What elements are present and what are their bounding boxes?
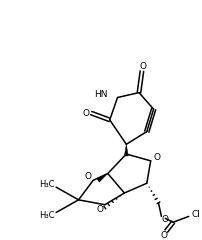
Text: O: O	[160, 231, 167, 240]
Text: O: O	[96, 205, 103, 214]
Text: O: O	[82, 108, 89, 118]
Polygon shape	[96, 174, 107, 182]
Text: H₃C: H₃C	[39, 180, 54, 189]
Text: H₃C: H₃C	[39, 211, 54, 220]
Text: O: O	[152, 153, 159, 162]
Text: O: O	[139, 62, 146, 71]
Text: Cl: Cl	[190, 210, 199, 219]
Text: O: O	[84, 172, 91, 181]
Text: O: O	[161, 215, 168, 224]
Text: HN: HN	[94, 90, 107, 99]
Polygon shape	[124, 144, 128, 156]
